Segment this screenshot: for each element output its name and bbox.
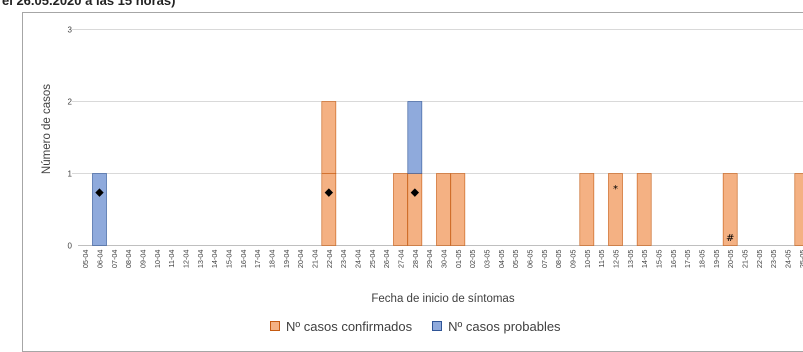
- legend-item-probables: Nº casos probables: [432, 318, 561, 334]
- x-tick-label: 06-05: [526, 250, 535, 269]
- y-axis-title: Número de casos: [41, 84, 53, 174]
- y-tick-label: 3: [68, 26, 73, 35]
- x-tick-label: 04-05: [497, 250, 506, 269]
- x-tick-label: 19-05: [712, 250, 721, 269]
- x-tick-label: 07-05: [540, 250, 549, 269]
- legend-swatch-probables: [432, 321, 443, 331]
- x-tick-label: 30-04: [440, 250, 449, 269]
- x-tick-label: 20-05: [726, 250, 735, 269]
- x-tick-label: 12-04: [182, 250, 191, 269]
- bar-confirmados-25-05: [794, 173, 803, 246]
- x-tick-label: 10-04: [153, 250, 162, 269]
- legend-label-probables: Nº casos probables: [448, 318, 561, 334]
- annotation-mark: ◆: [325, 186, 334, 199]
- x-tick-label: 17-05: [683, 250, 692, 269]
- x-tick-label: 23-04: [339, 250, 348, 269]
- x-tick-label: 02-05: [468, 250, 477, 269]
- x-tick-label: 07-04: [110, 250, 119, 269]
- x-tick-label: 27-04: [397, 250, 406, 269]
- x-tick-label: 18-05: [698, 250, 707, 269]
- x-tick-label: 08-04: [124, 250, 133, 269]
- x-tick-label: 25-05: [798, 250, 803, 269]
- bar-confirmados-20-05: [722, 173, 738, 246]
- annotation-mark: ◆: [95, 186, 104, 199]
- annotation-mark: #: [726, 233, 734, 244]
- bar-confirmados-10-05: [579, 173, 595, 246]
- x-tick-label: 19-04: [282, 250, 291, 269]
- legend-swatch-confirmados: [270, 321, 280, 331]
- x-tick-label: 01-05: [454, 250, 463, 269]
- y-tick-label: 0: [68, 242, 73, 251]
- bar-confirmados-28-04: [407, 173, 423, 246]
- x-tick-label: 24-05: [784, 250, 793, 269]
- annotation-mark: ◆: [411, 186, 420, 199]
- bar-confirmados-01-05: [450, 173, 466, 246]
- x-tick-label: 12-05: [612, 250, 621, 269]
- annotation-mark: *: [613, 184, 618, 195]
- bar-confirmados-14-05: [636, 173, 652, 246]
- x-tick-label: 13-04: [196, 250, 205, 269]
- x-tick-label: 14-04: [210, 250, 219, 269]
- bar-confirmados-30-04: [436, 173, 451, 246]
- x-tick-label: 29-04: [425, 250, 434, 269]
- x-tick-label: 08-05: [554, 250, 563, 269]
- x-tick-label: 09-04: [139, 250, 148, 269]
- x-tick-label: 03-05: [483, 250, 492, 269]
- x-tick-label: 11-04: [167, 250, 176, 268]
- x-axis-title: Fecha de inicio de síntomas: [371, 293, 514, 305]
- x-tick-label: 06-04: [96, 250, 105, 269]
- x-tick-label: 05-05: [511, 250, 520, 269]
- x-tick-label: 09-05: [569, 250, 578, 269]
- bar-chart: 0 1 2 3 05-04 06-04 07-04 08-04 09-04 10-04 11-04 1…: [41, 26, 803, 305]
- y-tick-label: 1: [68, 170, 73, 179]
- x-tick-label: 14-05: [640, 250, 649, 269]
- x-tick-label: 26-04: [382, 250, 391, 269]
- chart-caption: el 26.05.2020 a las 15 horas): [2, 0, 176, 8]
- bar-confirmados-22-04: [321, 173, 337, 246]
- legend-label-confirmados: Nº casos confirmados: [286, 318, 413, 334]
- x-tick-label: 20-04: [296, 250, 305, 269]
- x-tick-label: 25-04: [368, 250, 377, 269]
- x-tick-label: 15-04: [225, 250, 234, 269]
- bar-confirmados-22-04: [321, 101, 337, 174]
- x-tick-label: 05-04: [81, 250, 90, 269]
- x-tick-label: 21-05: [741, 250, 750, 269]
- bar-confirmados-27-04: [393, 173, 408, 246]
- x-tick-label: 17-04: [253, 250, 262, 269]
- bar-probables-06-04: [92, 173, 107, 246]
- x-tick-label: 11-05: [597, 250, 606, 268]
- x-tick-label: 21-04: [311, 250, 320, 269]
- x-tick-label: 22-04: [325, 250, 334, 269]
- x-tick-label: 18-04: [268, 250, 277, 269]
- x-tick-label: 13-05: [626, 250, 635, 269]
- chart-legend: Nº casos confirmados Nº casos probables: [270, 317, 581, 335]
- x-tick-label: 23-05: [769, 250, 778, 269]
- x-tick-label: 16-04: [239, 249, 248, 268]
- x-tick-label: 15-05: [655, 250, 664, 269]
- x-tick-label: 10-05: [583, 250, 592, 269]
- bar-probables-28-04: [407, 101, 423, 174]
- x-tick-label: 24-04: [354, 250, 363, 269]
- x-tick-label: 28-04: [411, 250, 420, 269]
- y-tick-label: 2: [68, 98, 73, 107]
- x-tick-label: 16-05: [669, 250, 678, 269]
- legend-item-confirmados: Nº casos confirmados: [270, 319, 412, 334]
- x-tick-label: 22-05: [755, 250, 764, 269]
- bar-confirmados-12-05: [608, 173, 623, 246]
